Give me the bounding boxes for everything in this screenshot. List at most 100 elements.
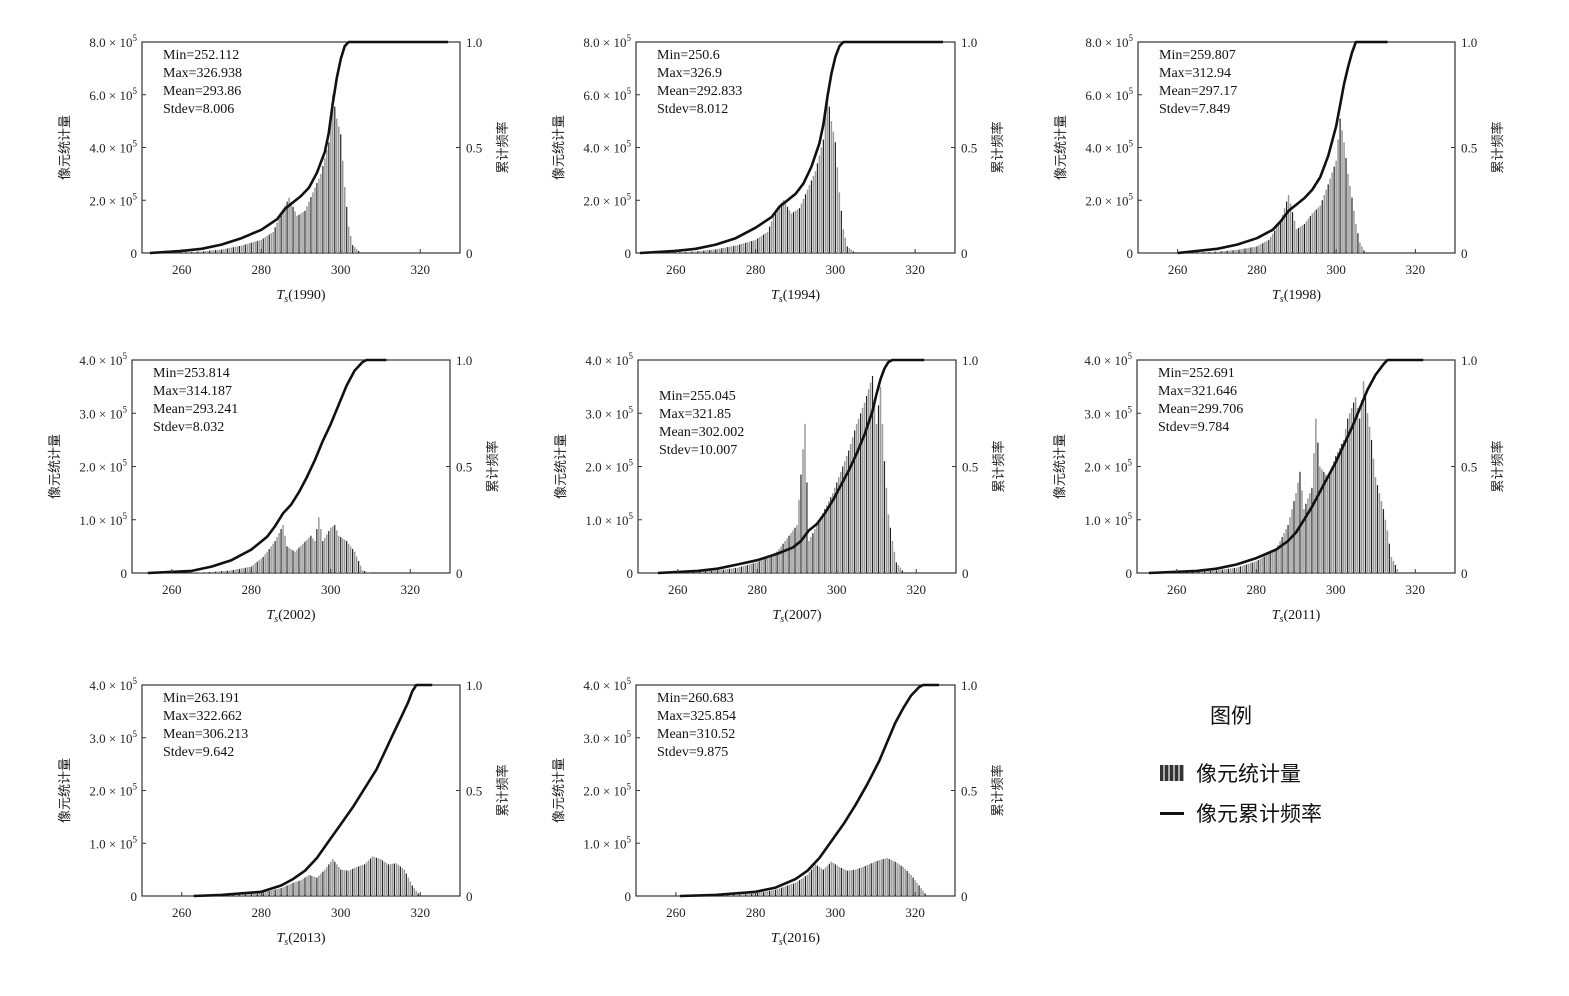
y-tick-label: 2.0 × 105 [89, 191, 137, 208]
x-tick-label: 260 [1167, 582, 1187, 597]
cumulative-frequency-line [149, 40, 449, 255]
y-tick-mantissa: 2.0 × 10 [79, 460, 122, 475]
y-tick-exponent: 5 [123, 458, 128, 468]
y2-tick-label: 0 [466, 246, 473, 261]
x-axis-title-symbol: T [1272, 608, 1281, 623]
histogram-bars [192, 517, 370, 573]
x-axis-title-subscript: s [780, 614, 784, 625]
y2-tick-label: 1.0 [961, 678, 977, 693]
y2-tick-label: 1.0 [466, 35, 482, 50]
y-axis-title: 像元统计量 [554, 434, 569, 499]
x-tick-label: 320 [401, 582, 421, 597]
y-axis-title: 像元统计量 [552, 115, 567, 180]
x-tick-label: 280 [746, 905, 766, 920]
y-tick-mantissa: 1.0 × 10 [1084, 513, 1127, 528]
y2-tick-label: 0 [456, 566, 463, 581]
y-tick-exponent: 5 [123, 511, 128, 521]
x-axis-title-subscript: s [274, 614, 278, 625]
y-tick-label: 0 [625, 246, 632, 261]
y-tick-label: 1.0 × 105 [583, 834, 631, 851]
y2-axis-title: 累计频率 [495, 764, 511, 816]
stat-line: Mean=293.86 [163, 84, 241, 99]
y-tick-exponent: 5 [133, 139, 138, 149]
y-tick-label: 2.0 × 105 [583, 782, 631, 799]
y-tick-mantissa: 2.0 × 10 [1084, 460, 1127, 475]
y-tick-label: 8.0 × 105 [89, 33, 137, 50]
y-tick-exponent: 5 [133, 86, 138, 96]
y-tick-label: 0 [121, 566, 128, 581]
y-tick-label: 0 [131, 889, 138, 904]
stat-line: Max=314.187 [153, 384, 232, 399]
stat-line: Mean=292.833 [657, 84, 742, 99]
x-axis-title-symbol: T [266, 608, 275, 623]
x-axis-title-year: (2002) [278, 608, 316, 623]
y-tick-exponent: 5 [1129, 33, 1134, 43]
y-tick-label: 0 [627, 566, 634, 581]
y-tick-label: 2.0 × 105 [585, 458, 633, 475]
x-tick-label: 300 [331, 905, 351, 920]
stat-line: Min=252.112 [163, 48, 239, 63]
y-tick-mantissa: 4.0 × 10 [585, 353, 628, 368]
y2-tick-label: 0.5 [962, 460, 978, 475]
y-tick-exponent: 5 [1128, 458, 1133, 468]
y-tick-exponent: 5 [627, 139, 632, 149]
y-tick-mantissa: 3.0 × 10 [585, 406, 628, 421]
y2-tick-label: 0.5 [961, 141, 977, 156]
y2-tick-label: 1.0 [1461, 353, 1477, 368]
y2-tick-label: 0 [466, 889, 473, 904]
stat-line: Mean=293.241 [153, 402, 238, 417]
y-tick-exponent: 5 [133, 191, 138, 201]
x-tick-label: 320 [1406, 262, 1426, 277]
x-tick-label: 260 [172, 905, 192, 920]
y-tick-exponent: 5 [1128, 511, 1133, 521]
y2-axis-title: 累计频率 [485, 440, 501, 492]
y-tick-label: 0 [625, 889, 632, 904]
stat-line: Mean=302.002 [659, 425, 744, 440]
x-tick-label: 280 [1247, 262, 1267, 277]
stat-line: Max=322.662 [163, 709, 242, 724]
x-tick-label: 320 [907, 582, 927, 597]
y-axis-title: 像元统计量 [1053, 434, 1068, 499]
x-axis-title: Ts(2007) [772, 608, 821, 625]
y-tick-label: 1.0 × 105 [1084, 511, 1132, 528]
y-tick-exponent: 5 [133, 782, 138, 792]
x-axis-title: Ts(1990) [276, 288, 325, 305]
x-tick-label: 260 [172, 262, 192, 277]
y-tick-label: 3.0 × 105 [1084, 404, 1132, 421]
y-tick-exponent: 5 [1129, 139, 1134, 149]
y-tick-mantissa: 4.0 × 10 [583, 678, 626, 693]
x-axis-title-symbol: T [1272, 288, 1281, 303]
y-tick-mantissa: 1.0 × 10 [583, 836, 626, 851]
y-tick-exponent: 5 [627, 86, 632, 96]
y-tick-mantissa: 6.0 × 10 [583, 88, 626, 103]
x-tick-label: 280 [242, 582, 262, 597]
y-tick-mantissa: 4.0 × 10 [89, 141, 132, 156]
y-tick-exponent: 5 [627, 33, 632, 43]
y-tick-exponent: 5 [629, 458, 634, 468]
y-tick-exponent: 5 [627, 729, 632, 739]
y2-axis-title: 累计频率 [990, 764, 1006, 816]
y-tick-mantissa: 8.0 × 10 [89, 35, 132, 50]
stat-line: Stdev=8.012 [657, 102, 728, 117]
x-tick-label: 320 [411, 905, 431, 920]
y-axis-title: 像元统计量 [1054, 115, 1069, 180]
histogram-bars [716, 858, 926, 896]
y-axis-title: 像元统计量 [58, 758, 73, 823]
x-axis-title-symbol: T [772, 608, 781, 623]
y-tick-label: 2.0 × 105 [79, 458, 127, 475]
y-tick-mantissa: 2.0 × 10 [583, 784, 626, 799]
y-tick-exponent: 5 [1128, 404, 1133, 414]
y-tick-mantissa: 3.0 × 10 [79, 406, 122, 421]
y2-axis-title: 累计频率 [1490, 121, 1506, 173]
y-tick-mantissa: 8.0 × 10 [583, 35, 626, 50]
y2-tick-label: 0 [1461, 566, 1468, 581]
x-tick-label: 300 [826, 905, 846, 920]
cumulative-line-swatch-icon [1160, 811, 1184, 815]
y-tick-label: 6.0 × 105 [583, 86, 631, 103]
x-axis-title-symbol: T [771, 931, 780, 946]
